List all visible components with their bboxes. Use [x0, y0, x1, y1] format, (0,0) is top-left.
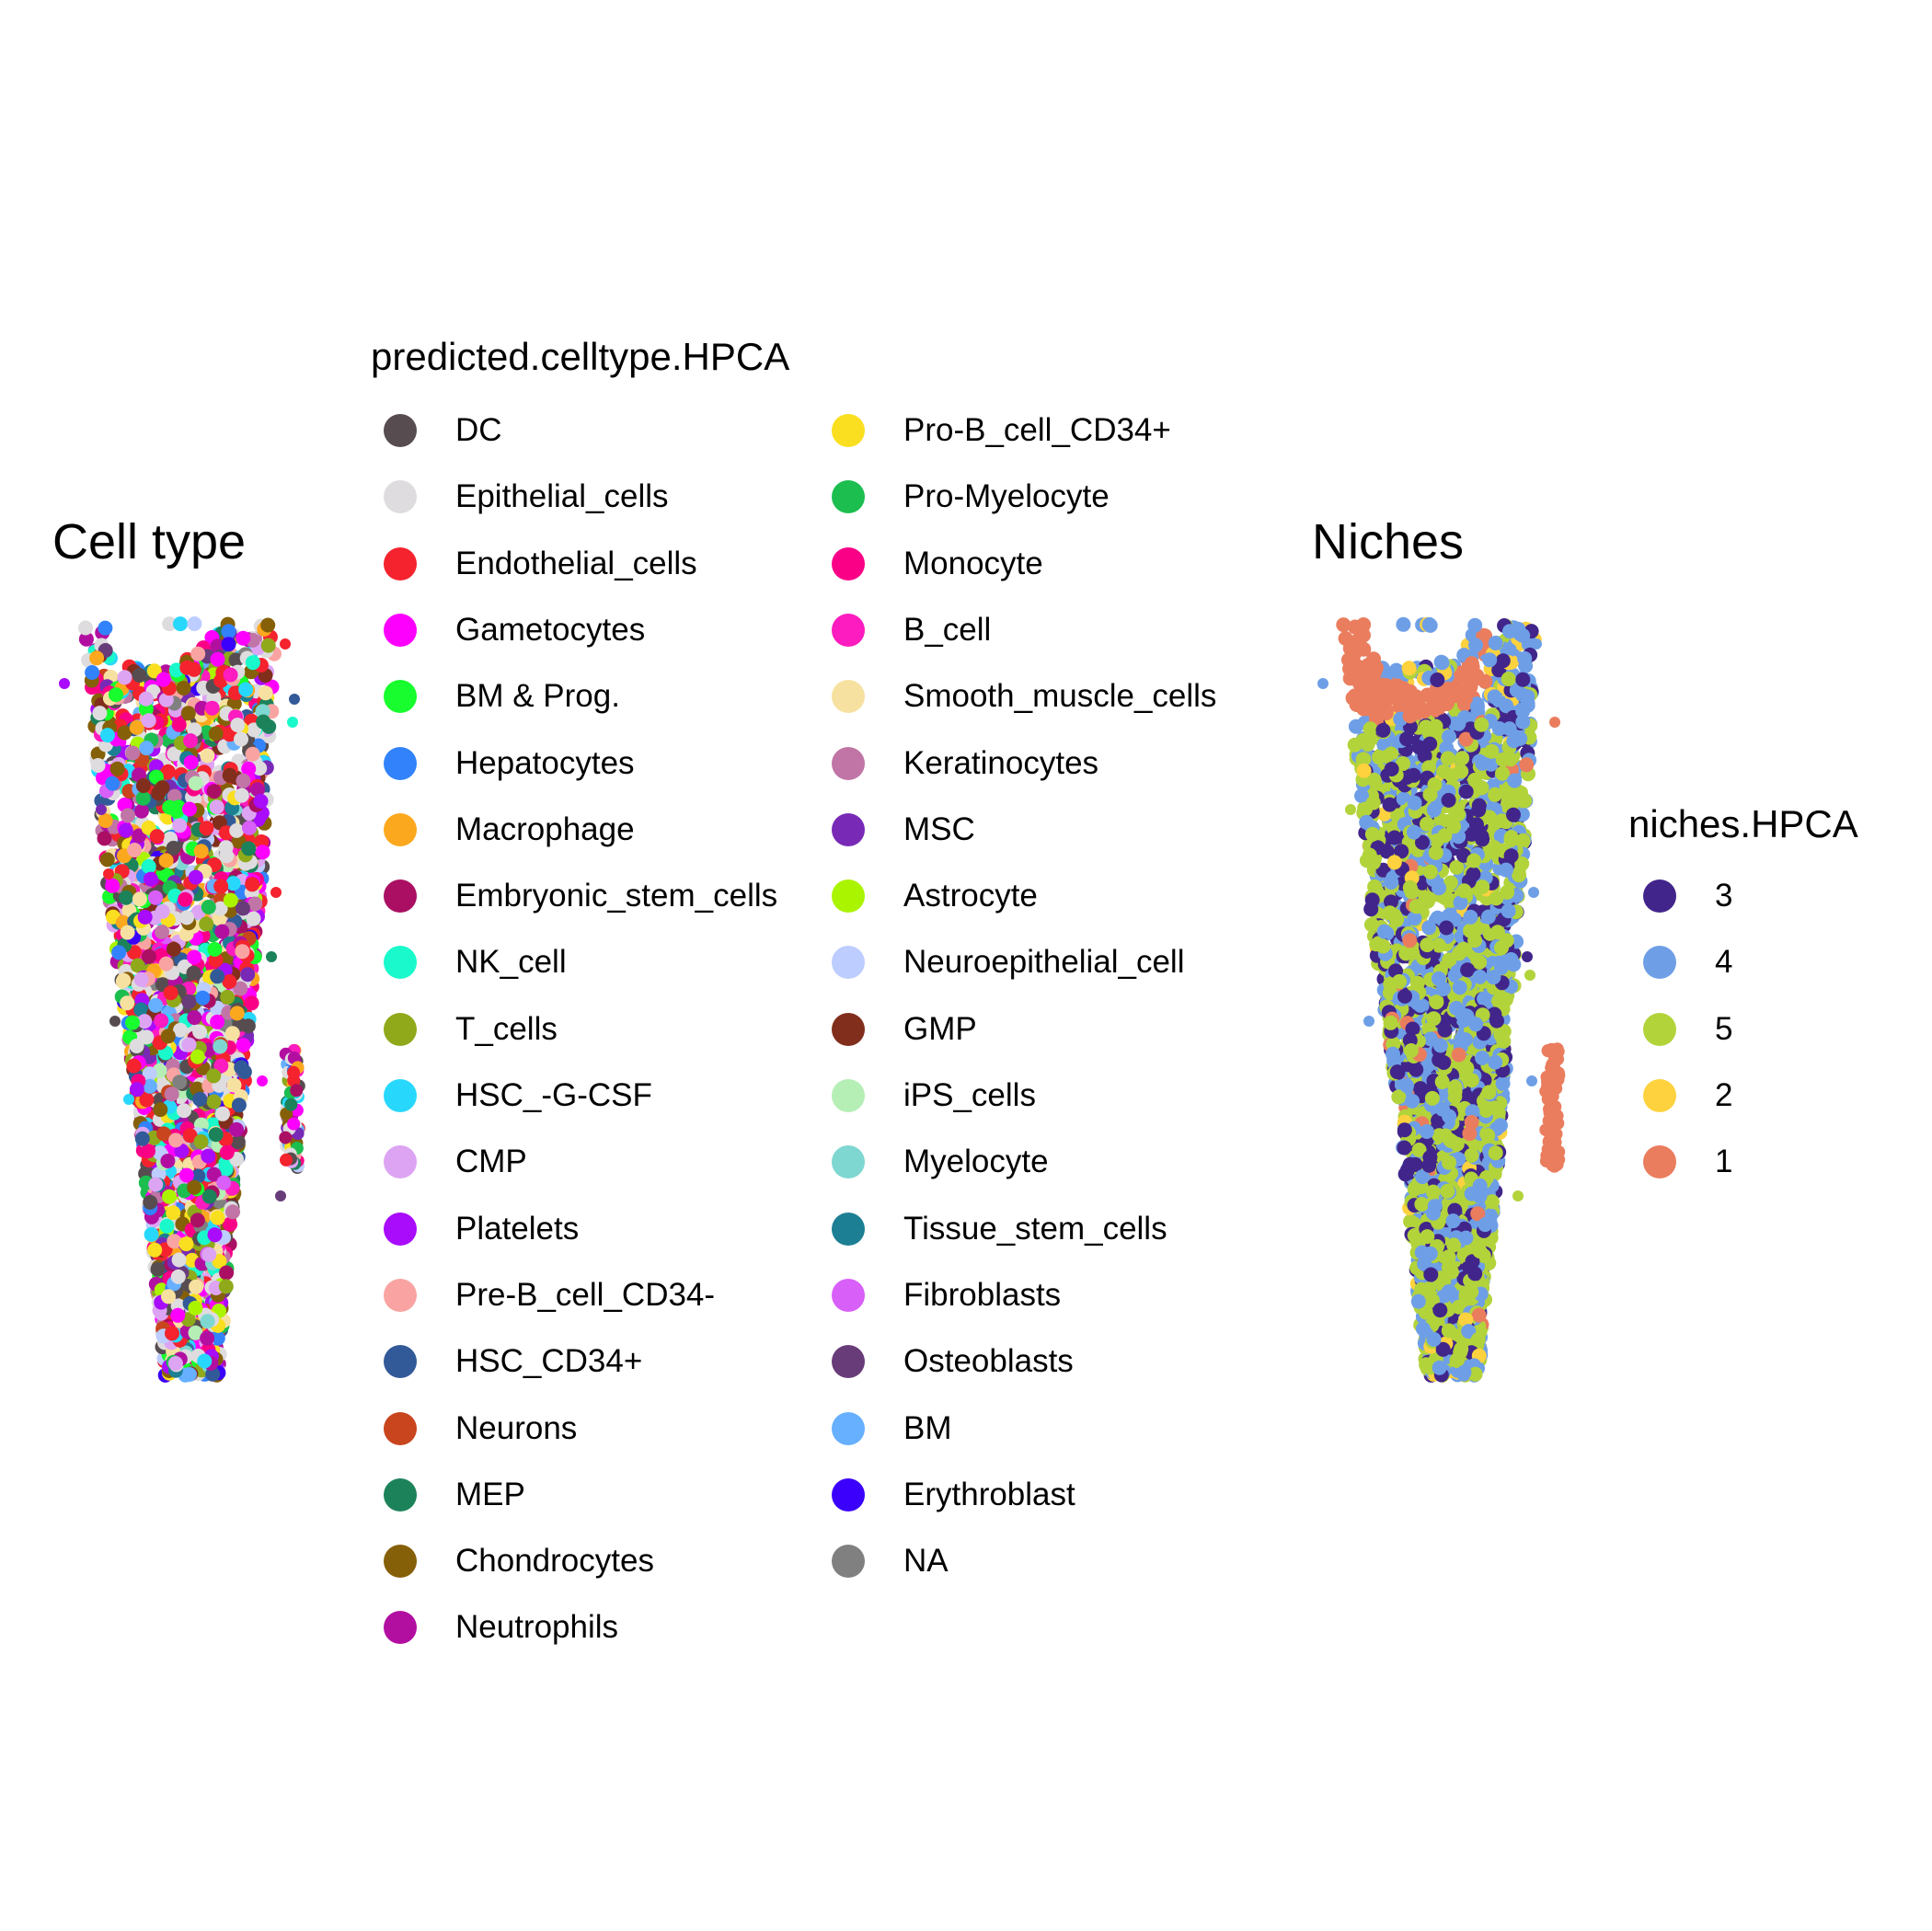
cell-spot [99, 852, 115, 868]
left-panel-title: Cell type [52, 514, 247, 569]
cell-spot [173, 616, 188, 632]
niche-spot [1347, 737, 1363, 753]
right-panel-title: Niches [1312, 514, 1465, 569]
niche-spot [1421, 920, 1437, 936]
niche-spot [1409, 1062, 1424, 1077]
cell-spot [162, 616, 178, 632]
niche-spot [1396, 616, 1411, 632]
niche-spot [1367, 879, 1383, 894]
niche-spot [1338, 631, 1353, 646]
cell-spot [98, 620, 113, 636]
niche-spot [1342, 671, 1358, 686]
cell-spot [78, 631, 94, 647]
